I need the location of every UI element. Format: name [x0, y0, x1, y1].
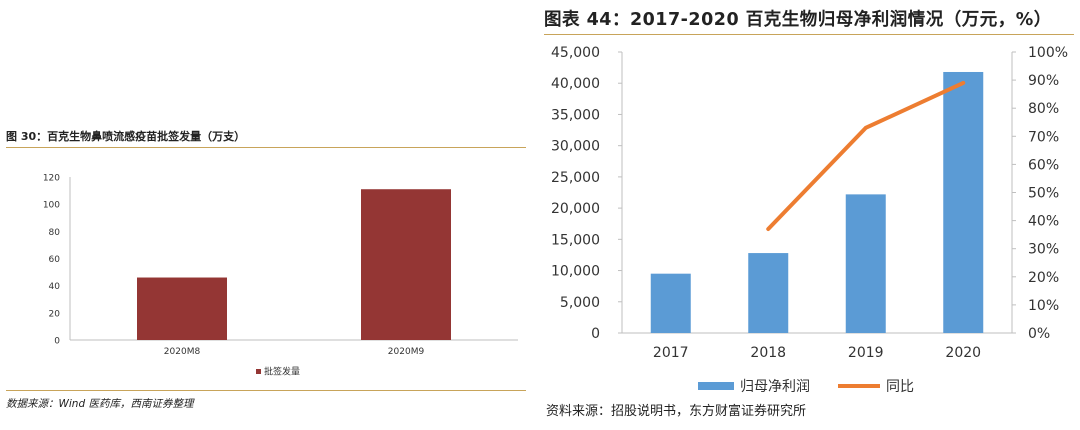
- y2-tick-label: 100%: [1028, 45, 1068, 61]
- y-tick-label: 25,000: [551, 170, 600, 186]
- left-bar-chart: 0 20 40 60 80 100 120 2020M8 2020M9 批签发量: [43, 174, 518, 378]
- bar: [137, 277, 227, 340]
- right-figure-panel: 图表 44：2017-2020 百克生物归母净利润情况（万元，%） 0 5,000…: [530, 0, 1080, 430]
- y-tick-label: 45,000: [551, 45, 600, 61]
- y2-tick-label: 80%: [1028, 101, 1059, 117]
- y-tick-label: 80: [49, 228, 61, 238]
- series-line: [766, 80, 966, 232]
- y-tick-label: 120: [43, 174, 60, 184]
- right-title-rule: [544, 34, 1074, 35]
- y-tick-label: 15,000: [551, 232, 600, 248]
- y2-tick-label: 20%: [1028, 270, 1059, 286]
- y2-tick-label: 10%: [1028, 298, 1059, 314]
- x-tick-label: 2019: [848, 345, 884, 361]
- legend-swatch: [256, 369, 261, 374]
- y2-tick-label: 90%: [1028, 73, 1059, 89]
- bar: [650, 273, 691, 333]
- bar: [845, 194, 886, 333]
- y2-tick-label: 50%: [1028, 186, 1059, 202]
- y-tick-label: 0: [54, 337, 60, 347]
- x-tick-label: 2020: [945, 345, 981, 361]
- right-source-note: 资料来源：招股说明书，东方财富证券研究所: [546, 404, 807, 419]
- y-tick-label: 20: [49, 309, 61, 319]
- x-tick-label: 2017: [653, 345, 689, 361]
- bar: [748, 253, 789, 333]
- x-tick-label: 2018: [750, 345, 786, 361]
- bar: [943, 71, 984, 333]
- left-figure-title: 图 30：百克生物鼻喷流感疫苗批签发量（万支）: [6, 130, 246, 143]
- y-tick-label: 60: [49, 255, 61, 265]
- y-tick-label: 100: [43, 201, 60, 211]
- y-tick-label: 10,000: [551, 264, 600, 280]
- legend-label-line: 同比: [886, 379, 914, 395]
- left-source-rule: [6, 390, 526, 391]
- y2-tick-label: 30%: [1028, 242, 1059, 258]
- y-tick-label: 0: [591, 326, 600, 342]
- x-tick-label: 2020M9: [388, 347, 425, 357]
- y-tick-label: 40,000: [551, 76, 600, 92]
- left-source-note: 数据来源：Wind 医药库，西南证券整理: [6, 398, 194, 410]
- legend-swatch-bar: [698, 382, 734, 390]
- left-title-rule: [6, 147, 526, 148]
- legend-label: 批签发量: [264, 366, 300, 378]
- right-combo-chart: 0 5,000 10,000 15,000 20,000 25,000 30,000 35,0…: [551, 45, 1068, 395]
- y2-tick-label: 40%: [1028, 214, 1059, 230]
- y2-tick-label: 0%: [1028, 326, 1050, 342]
- left-figure-panel: 图 30：百克生物鼻喷流感疫苗批签发量（万支） 0 20 40 60 80 100 120 2…: [0, 0, 530, 430]
- legend-label-bar: 归母净利润: [740, 378, 810, 395]
- y-tick-label: 20,000: [551, 201, 600, 217]
- y-tick-label: 40: [49, 282, 61, 292]
- y2-tick-label: 70%: [1028, 129, 1059, 145]
- y2-tick-label: 60%: [1028, 157, 1059, 173]
- bar: [361, 189, 451, 340]
- x-tick-label: 2020M8: [164, 347, 201, 357]
- y-tick-label: 35,000: [551, 107, 600, 123]
- right-figure-title: 图表 44：2017-2020 百克生物归母净利润情况（万元，%）: [544, 10, 1052, 30]
- y-tick-label: 5,000: [560, 295, 600, 311]
- y-tick-label: 30,000: [551, 139, 600, 155]
